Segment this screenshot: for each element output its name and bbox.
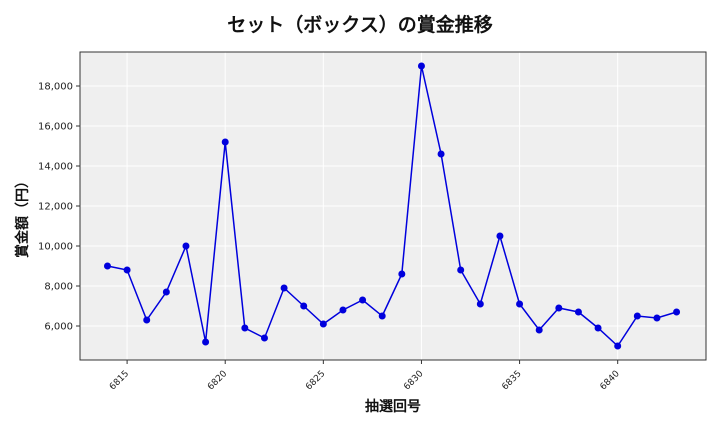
data-point xyxy=(594,324,602,332)
data-point xyxy=(614,342,622,350)
y-tick-label: 16,000 xyxy=(38,122,73,133)
data-point xyxy=(123,266,131,274)
data-series xyxy=(103,62,681,350)
data-point xyxy=(417,62,425,70)
x-tick-label: 6830 xyxy=(402,369,425,392)
x-tick-label: 6840 xyxy=(599,369,622,392)
data-point xyxy=(221,138,229,146)
x-tick-label: 6825 xyxy=(304,369,327,392)
y-tick-label: 6,000 xyxy=(44,322,73,333)
y-tick-label: 12,000 xyxy=(38,202,73,213)
data-point xyxy=(280,284,288,292)
x-tick-label: 6820 xyxy=(206,369,229,392)
data-point xyxy=(162,288,170,296)
data-point xyxy=(574,308,582,316)
data-point xyxy=(535,326,543,334)
y-tick-label: 8,000 xyxy=(44,282,73,293)
x-tick-label: 6815 xyxy=(108,369,131,392)
data-point xyxy=(241,324,249,332)
data-point xyxy=(359,296,367,304)
data-point xyxy=(398,270,406,278)
data-point xyxy=(633,312,641,320)
y-axis-ticks: 6,000 8,000 10,000 12,000 14,000 16,000 18,000 xyxy=(38,82,80,333)
data-point xyxy=(300,302,308,310)
data-point xyxy=(260,334,268,342)
data-point xyxy=(339,306,347,314)
chart-title: セット（ボックス）の賞金推移 xyxy=(227,14,493,36)
plot-frame xyxy=(79,51,707,361)
data-point xyxy=(319,320,327,328)
series-line xyxy=(107,65,677,348)
data-point xyxy=(378,312,386,320)
data-point xyxy=(202,338,210,346)
x-axis-ticks: 6815 6820 6825 6830 6835 6840 xyxy=(108,360,622,392)
x-axis-label: 抽選回号 xyxy=(365,399,421,415)
data-point xyxy=(103,262,111,270)
data-point xyxy=(143,316,151,324)
x-tick-label: 6835 xyxy=(500,369,523,392)
y-tick-label: 18,000 xyxy=(38,82,73,93)
data-point xyxy=(673,308,681,316)
data-point xyxy=(496,232,504,240)
data-point xyxy=(476,300,484,308)
y-tick-label: 10,000 xyxy=(38,242,73,253)
y-tick-label: 14,000 xyxy=(38,162,73,173)
data-point xyxy=(457,266,465,274)
data-point xyxy=(516,300,524,308)
data-point xyxy=(437,150,445,158)
data-point xyxy=(182,242,190,250)
data-point xyxy=(555,304,563,312)
data-point xyxy=(653,314,661,322)
